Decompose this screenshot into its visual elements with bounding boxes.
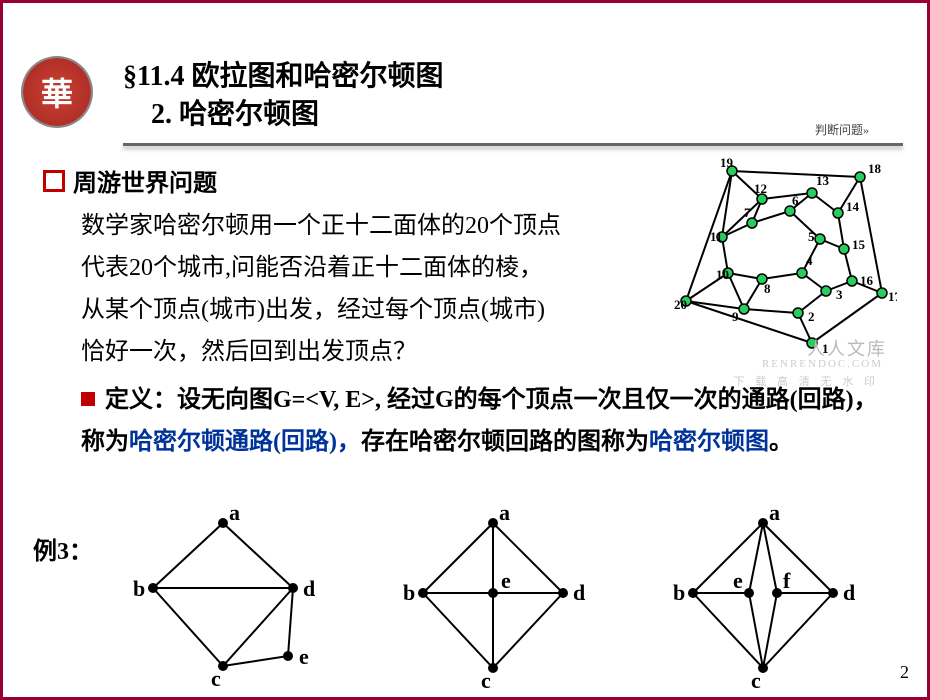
slide: 華 §11.4 欧拉图和哈密尔顿图 2. 哈密尔顿图 判断问题» 1234567… <box>0 0 930 700</box>
topic-line2: 代表20个城市,问能否沿着正十二面体的棱， <box>81 247 641 289</box>
content-block: 周游世界问题 数学家哈密尔顿用一个正十二面体的20个顶点 代表20个城市,问能否… <box>43 163 883 463</box>
title-rule <box>123 143 903 146</box>
definition: 定义：设无向图G=<V, E>, 经过G的每个顶点一次且仅一次的通路(回路)，称… <box>81 379 896 463</box>
example-label: 例3： <box>33 531 93 566</box>
page-number: 2 <box>900 662 909 683</box>
topic-line1: 数学家哈密尔顿用一个正十二面体的20个顶点 <box>81 205 641 247</box>
topic-heading: 周游世界问题 <box>43 163 883 205</box>
svg-text:e: e <box>299 644 309 669</box>
logo-icon: 華 <box>23 58 91 126</box>
subsection-title: 2. 哈密尔顿图 <box>123 96 443 134</box>
title-block: §11.4 欧拉图和哈密尔顿图 2. 哈密尔顿图 <box>123 58 443 134</box>
svg-text:b: b <box>673 580 685 605</box>
example-graphs: abcdeabcdeabcdef <box>123 508 923 688</box>
svg-text:b: b <box>403 580 415 605</box>
svg-text:17: 17 <box>888 289 897 304</box>
svg-text:b: b <box>133 576 145 601</box>
svg-text:a: a <box>229 508 240 525</box>
svg-text:d: d <box>843 580 855 605</box>
svg-text:e: e <box>733 568 743 593</box>
svg-text:f: f <box>783 568 791 593</box>
svg-text:c: c <box>211 666 221 691</box>
svg-text:c: c <box>481 668 491 693</box>
svg-text:c: c <box>751 668 761 693</box>
judge-link[interactable]: 判断问题» <box>815 121 869 138</box>
university-logo: 華 <box>23 58 91 126</box>
svg-text:a: a <box>499 508 510 525</box>
svg-text:d: d <box>303 576 315 601</box>
hollow-square-icon <box>43 170 65 192</box>
svg-text:d: d <box>573 580 585 605</box>
topic-line3: 从某个顶点(城市)出发，经过每个顶点(城市) <box>81 289 641 331</box>
filled-square-icon <box>81 392 95 406</box>
svg-text:e: e <box>501 568 511 593</box>
topic-line4: 恰好一次，然后回到出发顶点？ <box>81 331 641 373</box>
svg-text:a: a <box>769 508 780 525</box>
section-title: §11.4 欧拉图和哈密尔顿图 <box>123 58 443 96</box>
